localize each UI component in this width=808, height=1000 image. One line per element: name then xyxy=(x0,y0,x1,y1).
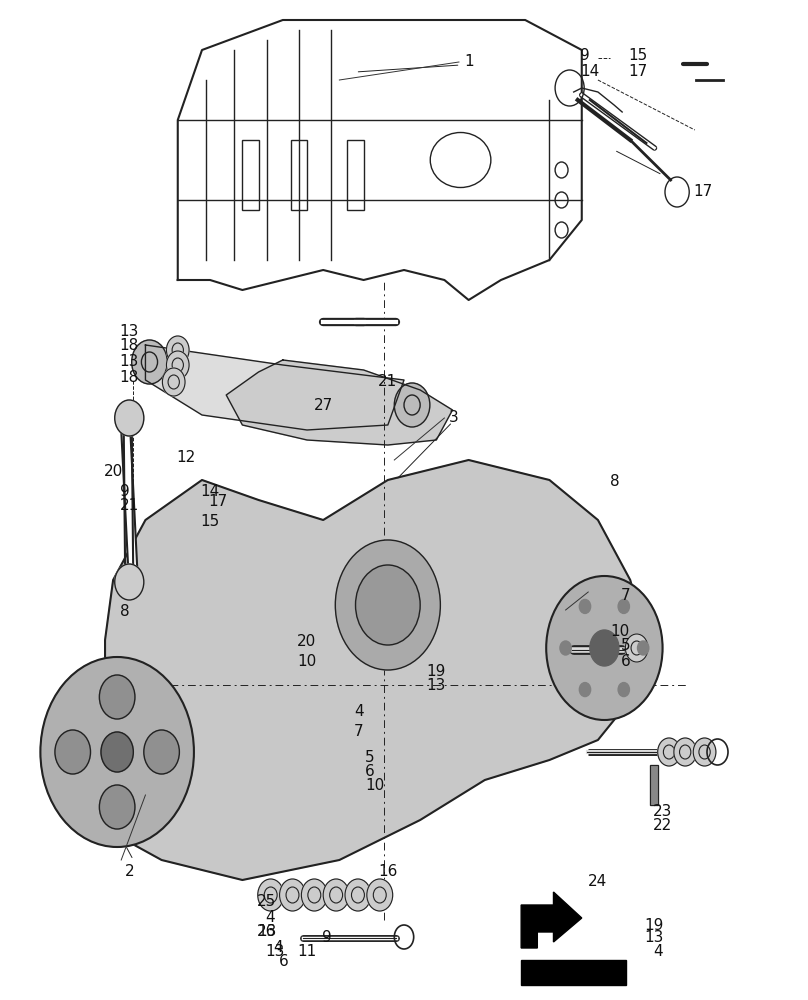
Text: 16: 16 xyxy=(378,864,398,880)
Polygon shape xyxy=(145,345,404,430)
Circle shape xyxy=(658,738,680,766)
Circle shape xyxy=(162,368,185,396)
Text: 6: 6 xyxy=(279,954,288,970)
Circle shape xyxy=(560,641,571,655)
Text: 23: 23 xyxy=(653,804,672,820)
Text: 13: 13 xyxy=(120,355,139,369)
Text: 7: 7 xyxy=(621,587,630,602)
Circle shape xyxy=(166,336,189,364)
Polygon shape xyxy=(226,360,452,445)
Text: 10: 10 xyxy=(365,778,385,792)
Polygon shape xyxy=(81,460,646,880)
Text: 18: 18 xyxy=(120,370,139,385)
Text: 18: 18 xyxy=(120,338,139,353)
Polygon shape xyxy=(521,892,582,948)
Circle shape xyxy=(546,576,663,720)
Circle shape xyxy=(115,400,144,436)
Bar xyxy=(511,883,630,988)
Text: 4: 4 xyxy=(354,704,364,720)
Circle shape xyxy=(99,675,135,719)
Circle shape xyxy=(618,599,629,613)
Circle shape xyxy=(335,540,440,670)
Text: 17: 17 xyxy=(693,184,713,200)
Bar xyxy=(650,765,658,805)
Circle shape xyxy=(674,738,696,766)
Circle shape xyxy=(99,785,135,829)
Circle shape xyxy=(638,641,649,655)
Text: 4: 4 xyxy=(265,910,275,926)
Text: 1: 1 xyxy=(465,54,474,70)
Circle shape xyxy=(166,351,189,379)
Text: 10: 10 xyxy=(610,624,629,640)
Text: 15: 15 xyxy=(200,514,220,530)
Text: 5: 5 xyxy=(621,638,630,652)
Circle shape xyxy=(144,730,179,774)
Text: 2: 2 xyxy=(125,864,135,880)
Circle shape xyxy=(55,730,90,774)
Text: 10: 10 xyxy=(297,654,317,670)
Text: 4: 4 xyxy=(653,944,663,960)
Text: 8: 8 xyxy=(610,475,620,489)
Circle shape xyxy=(579,683,591,697)
Text: 25: 25 xyxy=(257,894,276,910)
Text: 13: 13 xyxy=(645,930,664,946)
Text: 6: 6 xyxy=(365,764,375,780)
Circle shape xyxy=(394,383,430,427)
Text: 26: 26 xyxy=(257,924,276,940)
Text: 19: 19 xyxy=(427,664,446,680)
Circle shape xyxy=(590,630,619,666)
Text: 13: 13 xyxy=(265,944,284,960)
Text: 14: 14 xyxy=(200,485,220,499)
Text: 8: 8 xyxy=(120,604,129,619)
Text: 5: 5 xyxy=(365,750,375,766)
Text: 11: 11 xyxy=(297,944,317,960)
Text: 7: 7 xyxy=(354,724,364,740)
Text: 13: 13 xyxy=(257,924,276,940)
Circle shape xyxy=(258,879,284,911)
Circle shape xyxy=(323,879,349,911)
Text: 15: 15 xyxy=(629,47,648,62)
Circle shape xyxy=(618,683,629,697)
Circle shape xyxy=(367,879,393,911)
Circle shape xyxy=(115,564,144,600)
Text: 17: 17 xyxy=(629,64,648,80)
Polygon shape xyxy=(521,960,626,985)
Circle shape xyxy=(280,879,305,911)
Circle shape xyxy=(356,565,420,645)
Text: 20: 20 xyxy=(103,464,123,480)
Text: 9: 9 xyxy=(120,485,129,499)
Circle shape xyxy=(345,879,371,911)
Circle shape xyxy=(301,879,327,911)
Circle shape xyxy=(625,634,648,662)
Text: 3: 3 xyxy=(448,410,458,426)
Text: 14: 14 xyxy=(580,64,600,80)
Text: 9: 9 xyxy=(322,930,331,946)
Text: 13: 13 xyxy=(427,678,446,692)
Text: 9: 9 xyxy=(580,47,590,62)
Circle shape xyxy=(579,599,591,613)
Bar xyxy=(650,765,658,805)
Circle shape xyxy=(693,738,716,766)
Text: 21: 21 xyxy=(120,497,139,512)
Text: 17: 17 xyxy=(208,494,228,510)
Circle shape xyxy=(101,732,133,772)
Text: 21: 21 xyxy=(378,374,398,389)
Circle shape xyxy=(40,657,194,847)
Circle shape xyxy=(132,340,167,384)
Text: 24: 24 xyxy=(588,874,608,890)
Text: 19: 19 xyxy=(645,918,664,932)
Text: 4: 4 xyxy=(273,940,283,956)
Text: 6: 6 xyxy=(621,654,630,670)
Text: 27: 27 xyxy=(314,397,333,412)
Text: 20: 20 xyxy=(297,635,317,650)
Text: 22: 22 xyxy=(653,818,672,832)
Text: 13: 13 xyxy=(120,324,139,340)
Text: 12: 12 xyxy=(176,450,196,466)
